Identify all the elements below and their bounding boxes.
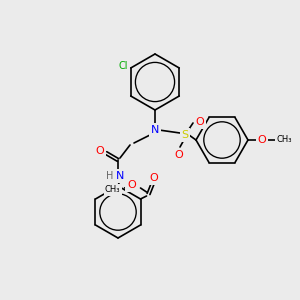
Text: H: H bbox=[106, 171, 114, 181]
Text: Cl: Cl bbox=[118, 61, 128, 71]
Text: N: N bbox=[151, 125, 159, 135]
Text: CH₃: CH₃ bbox=[105, 185, 120, 194]
Text: O: O bbox=[196, 117, 204, 127]
Text: O: O bbox=[96, 146, 104, 156]
Text: O: O bbox=[175, 150, 183, 160]
Text: CH₃: CH₃ bbox=[276, 136, 292, 145]
Text: S: S bbox=[182, 130, 189, 140]
Text: O: O bbox=[258, 135, 266, 145]
Text: O: O bbox=[149, 173, 158, 183]
Text: N: N bbox=[116, 171, 124, 181]
Text: O: O bbox=[127, 180, 136, 190]
